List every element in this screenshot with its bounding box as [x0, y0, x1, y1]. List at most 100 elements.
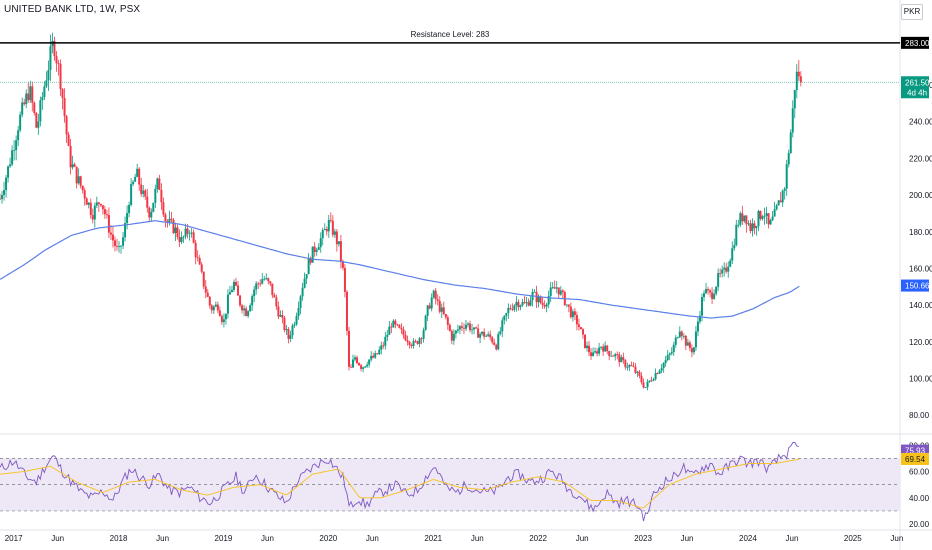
- candle-body: [775, 205, 778, 210]
- candle-body: [374, 353, 377, 358]
- candle-body: [527, 302, 530, 306]
- candle-body: [85, 198, 88, 205]
- candle-body: [688, 342, 691, 349]
- candle-body: [253, 289, 256, 297]
- candle-body: [616, 354, 619, 356]
- candle-body: [781, 190, 784, 203]
- candle-body: [557, 287, 560, 295]
- candle-body: [386, 334, 389, 337]
- candle-body: [634, 366, 637, 373]
- candle-body: [214, 304, 217, 307]
- candle-body: [299, 296, 302, 308]
- candle-body: [150, 211, 153, 218]
- candle-body: [237, 285, 240, 296]
- candle-body: [255, 283, 258, 290]
- candle-body: [765, 213, 768, 216]
- candle-body: [178, 236, 181, 242]
- candle-body: [319, 238, 322, 248]
- candle-body: [176, 227, 179, 237]
- price-axis-tick: 160.00: [909, 264, 932, 273]
- price-axis-tick: 220.00: [909, 154, 932, 163]
- candle-body: [432, 290, 435, 298]
- candle-body: [458, 326, 461, 330]
- candle-body: [481, 331, 484, 334]
- candle-body: [773, 209, 776, 217]
- candle-body: [620, 357, 623, 363]
- time-axis-tick: Jun: [576, 534, 589, 543]
- candle-body: [521, 302, 524, 306]
- candle-body: [505, 313, 508, 316]
- candle-body: [464, 324, 467, 329]
- candle-body: [559, 290, 562, 295]
- candle-body: [469, 323, 472, 331]
- candle-body: [51, 40, 54, 47]
- candle-body: [545, 304, 548, 307]
- candle-body: [787, 153, 790, 165]
- candle-body: [575, 315, 578, 325]
- candle-body: [416, 341, 419, 344]
- time-axis-tick: Jun: [366, 534, 379, 543]
- candle-body: [287, 329, 290, 339]
- candle-body: [277, 306, 280, 317]
- candle-body: [398, 324, 401, 328]
- candle-body: [392, 320, 395, 328]
- candle-body: [305, 274, 308, 279]
- candle-body: [261, 279, 264, 284]
- candle-body: [366, 364, 369, 367]
- candle-body: [243, 308, 246, 311]
- candle-body: [438, 300, 441, 312]
- candle-body: [745, 215, 748, 225]
- candle-body: [140, 184, 143, 194]
- candle-body: [93, 205, 96, 220]
- candle-body: [444, 314, 447, 318]
- candle-body: [360, 365, 363, 369]
- candle-body: [57, 63, 60, 64]
- candle-body: [525, 302, 528, 304]
- candle-body: [686, 342, 689, 346]
- candle-body: [41, 97, 44, 101]
- candle-body: [751, 223, 754, 232]
- ma-price-label: 150.66: [905, 282, 930, 291]
- candle-body: [331, 220, 334, 235]
- candle-body: [126, 213, 129, 224]
- candle-body: [160, 189, 163, 203]
- candle-body: [763, 215, 766, 217]
- candle-body: [442, 307, 445, 315]
- candle-body: [91, 215, 94, 220]
- currency-selector[interactable]: PKR: [901, 4, 923, 20]
- rsi-axis-tick: 40.00: [909, 494, 930, 503]
- candle-body: [705, 289, 708, 294]
- candle-body: [783, 188, 786, 191]
- candle-body: [402, 329, 405, 335]
- candle-body: [596, 351, 599, 354]
- candle-body: [594, 351, 597, 353]
- candle-body: [267, 278, 270, 282]
- candle-body: [315, 249, 318, 252]
- candle-body: [239, 295, 242, 306]
- candle-body: [642, 382, 645, 388]
- candle-body: [489, 334, 492, 338]
- candle-body: [400, 327, 403, 330]
- candle-body: [479, 333, 482, 338]
- candle-body: [789, 132, 792, 154]
- candle-body: [45, 80, 48, 87]
- candle-body: [561, 290, 564, 293]
- candle-body: [39, 100, 42, 122]
- candle-body: [146, 196, 149, 208]
- candle-body: [190, 232, 193, 234]
- candle-body: [265, 278, 268, 279]
- price-axis-tick: 100.00: [909, 374, 932, 383]
- candle-body: [551, 287, 554, 288]
- candle-body: [192, 232, 195, 243]
- candle-body: [757, 211, 760, 227]
- candle-body: [755, 226, 758, 229]
- candle-body: [271, 283, 274, 296]
- candle-body: [670, 352, 673, 354]
- ma-price-tag: [901, 279, 929, 292]
- candle-body: [658, 370, 661, 374]
- candle-body: [761, 216, 764, 219]
- candle-body: [692, 347, 695, 353]
- candle-body: [737, 224, 740, 226]
- candle-body: [309, 257, 312, 263]
